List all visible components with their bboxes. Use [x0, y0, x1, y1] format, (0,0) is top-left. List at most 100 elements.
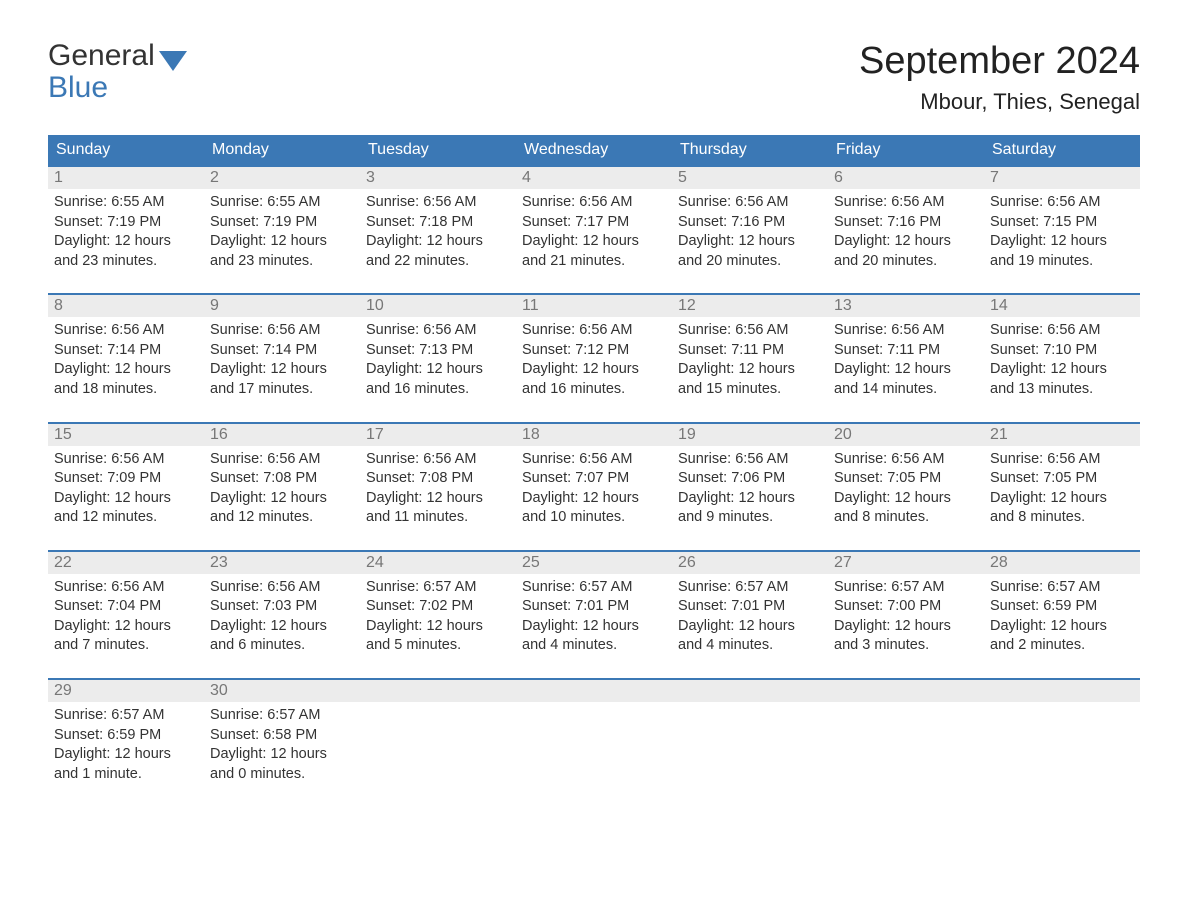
calendar-cell: 10Sunrise: 6:56 AMSunset: 7:13 PMDayligh… [360, 293, 516, 421]
daylight-line: Daylight: 12 hours and 21 minutes. [522, 232, 666, 271]
daylight-line: Daylight: 12 hours and 10 minutes. [522, 489, 666, 528]
day-number: 9 [204, 295, 360, 317]
sunset-line: Sunset: 6:59 PM [54, 726, 198, 746]
sunset-line: Sunset: 7:00 PM [834, 597, 978, 617]
weekday-header: Tuesday [360, 135, 516, 165]
logo: General Blue [48, 40, 187, 103]
calendar-week-row: 29Sunrise: 6:57 AMSunset: 6:59 PMDayligh… [48, 678, 1140, 790]
sunset-line: Sunset: 7:15 PM [990, 213, 1134, 233]
sunrise-line: Sunrise: 6:57 AM [678, 578, 822, 598]
daylight-line: Daylight: 12 hours and 16 minutes. [522, 360, 666, 399]
sunset-line: Sunset: 7:11 PM [678, 341, 822, 361]
calendar-cell: 15Sunrise: 6:56 AMSunset: 7:09 PMDayligh… [48, 422, 204, 550]
daylight-line: Daylight: 12 hours and 11 minutes. [366, 489, 510, 528]
day-number-empty [672, 680, 828, 702]
sunrise-line: Sunrise: 6:56 AM [522, 193, 666, 213]
calendar-week-row: 8Sunrise: 6:56 AMSunset: 7:14 PMDaylight… [48, 293, 1140, 421]
day-details: Sunrise: 6:57 AMSunset: 7:01 PMDaylight:… [672, 574, 828, 656]
day-number: 6 [828, 167, 984, 189]
daylight-line: Daylight: 12 hours and 5 minutes. [366, 617, 510, 656]
calendar-cell: 13Sunrise: 6:56 AMSunset: 7:11 PMDayligh… [828, 293, 984, 421]
sunrise-line: Sunrise: 6:56 AM [990, 193, 1134, 213]
calendar-cell: 8Sunrise: 6:56 AMSunset: 7:14 PMDaylight… [48, 293, 204, 421]
calendar-week-row: 15Sunrise: 6:56 AMSunset: 7:09 PMDayligh… [48, 422, 1140, 550]
sunrise-line: Sunrise: 6:57 AM [834, 578, 978, 598]
sunrise-line: Sunrise: 6:56 AM [54, 578, 198, 598]
daylight-line: Daylight: 12 hours and 9 minutes. [678, 489, 822, 528]
calendar-week-row: 22Sunrise: 6:56 AMSunset: 7:04 PMDayligh… [48, 550, 1140, 678]
day-number: 11 [516, 295, 672, 317]
sunrise-line: Sunrise: 6:57 AM [366, 578, 510, 598]
daylight-line: Daylight: 12 hours and 6 minutes. [210, 617, 354, 656]
sunset-line: Sunset: 7:08 PM [366, 469, 510, 489]
sunset-line: Sunset: 7:17 PM [522, 213, 666, 233]
daylight-line: Daylight: 12 hours and 0 minutes. [210, 745, 354, 784]
day-details: Sunrise: 6:56 AMSunset: 7:12 PMDaylight:… [516, 317, 672, 399]
calendar-cell: 17Sunrise: 6:56 AMSunset: 7:08 PMDayligh… [360, 422, 516, 550]
calendar-cell: 12Sunrise: 6:56 AMSunset: 7:11 PMDayligh… [672, 293, 828, 421]
sunset-line: Sunset: 7:05 PM [990, 469, 1134, 489]
sunset-line: Sunset: 7:16 PM [678, 213, 822, 233]
day-details: Sunrise: 6:56 AMSunset: 7:17 PMDaylight:… [516, 189, 672, 271]
daylight-line: Daylight: 12 hours and 3 minutes. [834, 617, 978, 656]
day-number-empty [828, 680, 984, 702]
calendar-cell [516, 678, 672, 790]
sunset-line: Sunset: 7:13 PM [366, 341, 510, 361]
calendar-cell: 3Sunrise: 6:56 AMSunset: 7:18 PMDaylight… [360, 165, 516, 293]
weekday-header: Friday [828, 135, 984, 165]
daylight-line: Daylight: 12 hours and 1 minute. [54, 745, 198, 784]
sunrise-line: Sunrise: 6:56 AM [366, 450, 510, 470]
calendar-week-row: 1Sunrise: 6:55 AMSunset: 7:19 PMDaylight… [48, 165, 1140, 293]
sunset-line: Sunset: 7:07 PM [522, 469, 666, 489]
calendar-cell [828, 678, 984, 790]
day-details: Sunrise: 6:57 AMSunset: 7:01 PMDaylight:… [516, 574, 672, 656]
daylight-line: Daylight: 12 hours and 18 minutes. [54, 360, 198, 399]
calendar-cell: 16Sunrise: 6:56 AMSunset: 7:08 PMDayligh… [204, 422, 360, 550]
day-details: Sunrise: 6:56 AMSunset: 7:05 PMDaylight:… [828, 446, 984, 528]
sunset-line: Sunset: 7:02 PM [366, 597, 510, 617]
daylight-line: Daylight: 12 hours and 4 minutes. [522, 617, 666, 656]
day-number: 23 [204, 552, 360, 574]
daylight-line: Daylight: 12 hours and 20 minutes. [834, 232, 978, 271]
day-details: Sunrise: 6:57 AMSunset: 6:58 PMDaylight:… [204, 702, 360, 784]
day-number: 15 [48, 424, 204, 446]
day-number: 10 [360, 295, 516, 317]
day-number: 3 [360, 167, 516, 189]
sunrise-line: Sunrise: 6:56 AM [990, 450, 1134, 470]
calendar-cell: 20Sunrise: 6:56 AMSunset: 7:05 PMDayligh… [828, 422, 984, 550]
calendar-cell: 6Sunrise: 6:56 AMSunset: 7:16 PMDaylight… [828, 165, 984, 293]
weekday-header: Monday [204, 135, 360, 165]
day-details: Sunrise: 6:56 AMSunset: 7:09 PMDaylight:… [48, 446, 204, 528]
sunset-line: Sunset: 7:16 PM [834, 213, 978, 233]
day-number: 25 [516, 552, 672, 574]
day-details: Sunrise: 6:56 AMSunset: 7:07 PMDaylight:… [516, 446, 672, 528]
daylight-line: Daylight: 12 hours and 17 minutes. [210, 360, 354, 399]
calendar-cell: 4Sunrise: 6:56 AMSunset: 7:17 PMDaylight… [516, 165, 672, 293]
daylight-line: Daylight: 12 hours and 2 minutes. [990, 617, 1134, 656]
sunrise-line: Sunrise: 6:56 AM [522, 321, 666, 341]
sunset-line: Sunset: 6:59 PM [990, 597, 1134, 617]
day-details: Sunrise: 6:56 AMSunset: 7:08 PMDaylight:… [360, 446, 516, 528]
sunrise-line: Sunrise: 6:57 AM [522, 578, 666, 598]
day-details: Sunrise: 6:57 AMSunset: 7:00 PMDaylight:… [828, 574, 984, 656]
day-details: Sunrise: 6:56 AMSunset: 7:13 PMDaylight:… [360, 317, 516, 399]
day-details: Sunrise: 6:56 AMSunset: 7:03 PMDaylight:… [204, 574, 360, 656]
sunrise-line: Sunrise: 6:56 AM [678, 193, 822, 213]
daylight-line: Daylight: 12 hours and 8 minutes. [834, 489, 978, 528]
daylight-line: Daylight: 12 hours and 4 minutes. [678, 617, 822, 656]
weekday-header-row: Sunday Monday Tuesday Wednesday Thursday… [48, 135, 1140, 165]
sunset-line: Sunset: 7:05 PM [834, 469, 978, 489]
day-details: Sunrise: 6:55 AMSunset: 7:19 PMDaylight:… [204, 189, 360, 271]
sunset-line: Sunset: 7:01 PM [678, 597, 822, 617]
calendar-cell: 29Sunrise: 6:57 AMSunset: 6:59 PMDayligh… [48, 678, 204, 790]
weekday-header: Wednesday [516, 135, 672, 165]
sunrise-line: Sunrise: 6:55 AM [54, 193, 198, 213]
day-number: 13 [828, 295, 984, 317]
day-details: Sunrise: 6:56 AMSunset: 7:16 PMDaylight:… [828, 189, 984, 271]
daylight-line: Daylight: 12 hours and 7 minutes. [54, 617, 198, 656]
sunrise-line: Sunrise: 6:56 AM [834, 193, 978, 213]
sunrise-line: Sunrise: 6:57 AM [54, 706, 198, 726]
day-number: 17 [360, 424, 516, 446]
sunrise-line: Sunrise: 6:56 AM [210, 578, 354, 598]
sunrise-line: Sunrise: 6:56 AM [990, 321, 1134, 341]
